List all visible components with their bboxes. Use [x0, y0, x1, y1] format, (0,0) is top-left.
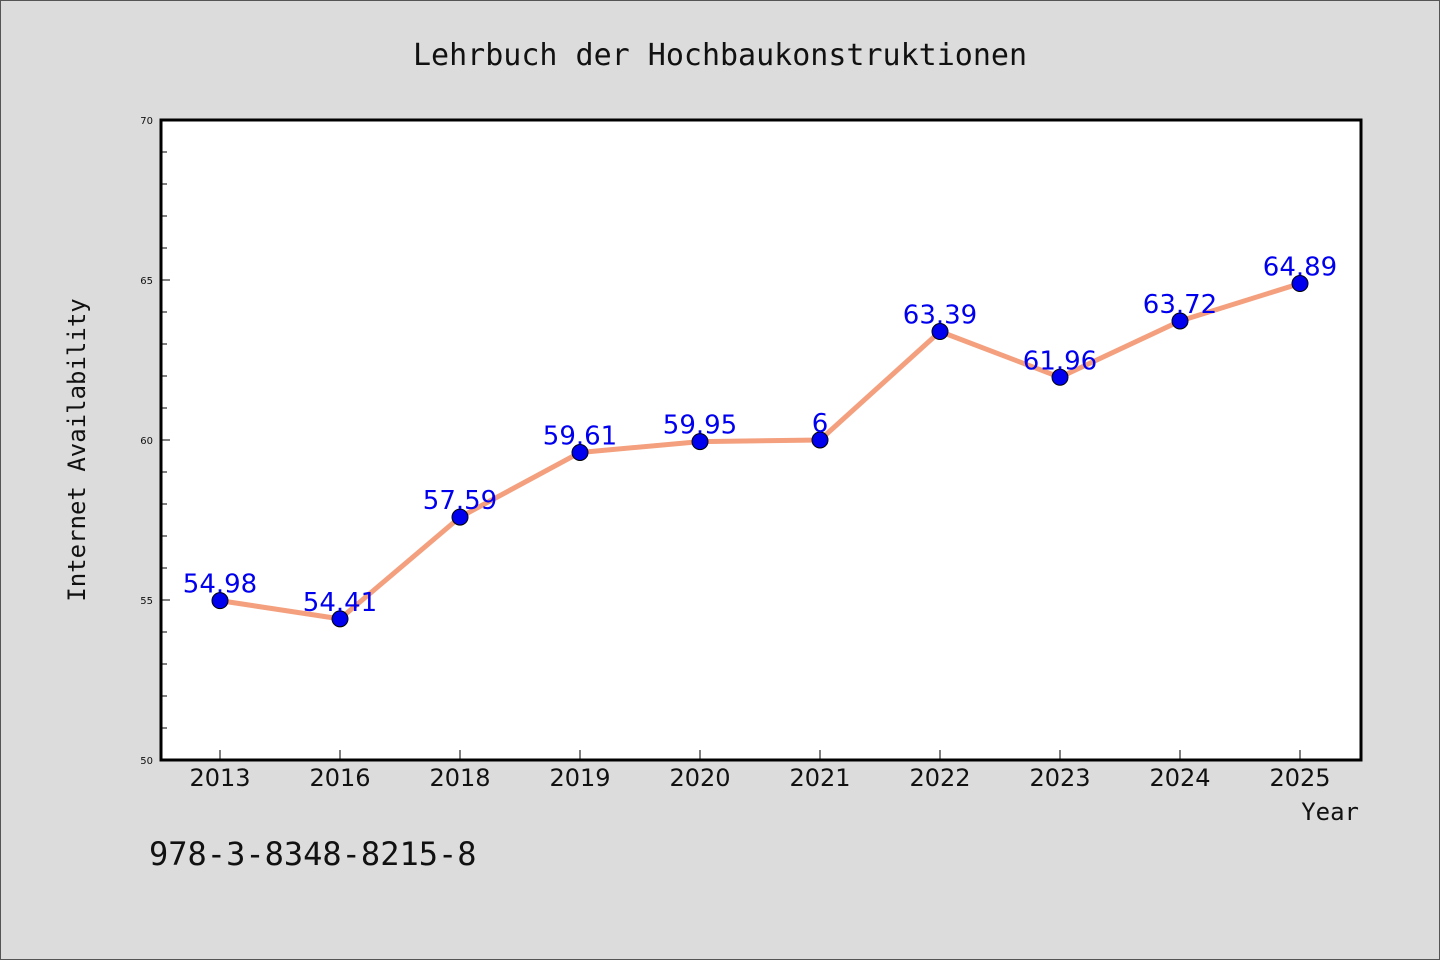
x-tick-label: 2021: [789, 764, 850, 792]
chart-title: Lehrbuch der Hochbaukonstruktionen: [413, 38, 1027, 73]
y-tick-label: 70: [140, 116, 153, 127]
y-tick-label: 55: [140, 596, 153, 607]
x-tick-label: 2025: [1269, 764, 1330, 792]
data-label: 59.61: [543, 421, 617, 451]
data-point: [211, 592, 229, 610]
x-tick-label: 2013: [189, 764, 250, 792]
data-point: [931, 323, 949, 341]
x-axis: 2013 2016 2018 2019 2020 2021 2022 2023 2024 2025: [189, 750, 1331, 792]
data-label: 54.41: [303, 588, 377, 618]
data-label: 63.39: [903, 301, 977, 331]
data-label: 63.72: [1143, 290, 1217, 320]
series-line-layer: [219, 281, 1301, 622]
data-label: 6: [812, 409, 829, 439]
data-label: 61.96: [1023, 346, 1097, 376]
x-tick-label: 2016: [309, 764, 370, 792]
y-tick-label: 50: [140, 756, 153, 767]
data-label: 57.59: [423, 486, 497, 516]
x-tick-label: 2024: [1149, 764, 1210, 792]
isbn-code: 978-3-8348-8215-8: [149, 835, 477, 873]
y-tick-label: 65: [140, 276, 153, 287]
data-label: 59.95: [663, 411, 737, 441]
data-point: [811, 431, 829, 449]
data-label: 54.98: [183, 570, 257, 600]
data-marker-layer: [211, 275, 1309, 628]
data-point: [1291, 275, 1309, 293]
y-tick-label: 60: [140, 436, 153, 447]
y-axis-label: Internet Availability: [63, 298, 91, 601]
x-tick-label: 2022: [909, 764, 970, 792]
data-point: [331, 610, 349, 628]
data-point: [1171, 312, 1189, 330]
data-point: [691, 433, 709, 451]
data-point: [451, 508, 469, 526]
data-point: [571, 443, 589, 461]
x-axis-label: Year: [1301, 798, 1359, 826]
x-tick-label: 2019: [549, 764, 610, 792]
y-axis: 50 55 60 65 70: [140, 116, 170, 767]
data-label: 64.89: [1263, 253, 1337, 283]
data-label-layer: 54.98 54.41 57.59 59.61 59.95 6 63.39 61.96 63.7…: [183, 253, 1337, 618]
data-point: [1051, 368, 1069, 386]
x-tick-label: 2020: [669, 764, 730, 792]
series-line: [219, 281, 1301, 622]
x-tick-label: 2023: [1029, 764, 1090, 792]
x-tick-label: 2018: [429, 764, 490, 792]
